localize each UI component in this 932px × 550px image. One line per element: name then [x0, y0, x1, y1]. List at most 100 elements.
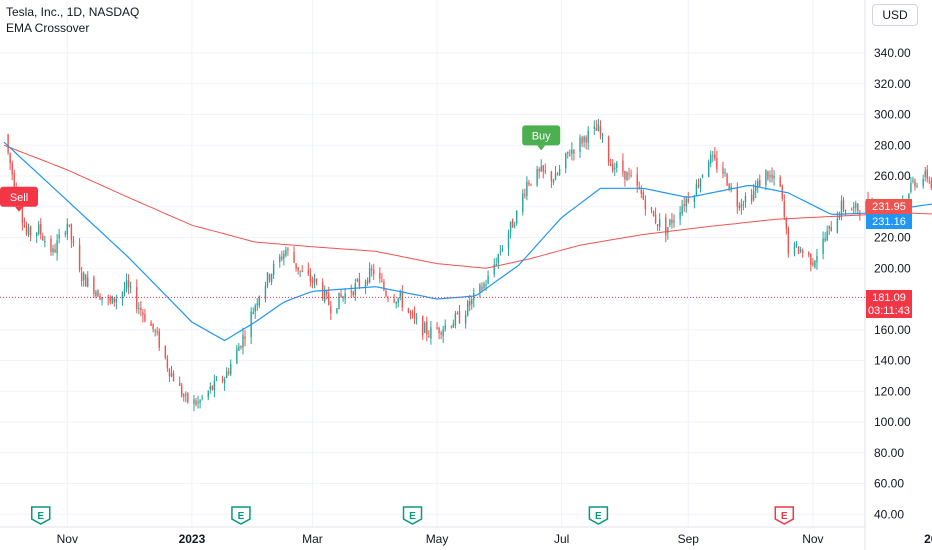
candle-body	[54, 249, 56, 253]
candle-body	[699, 179, 702, 189]
candle-body	[822, 238, 824, 254]
ema-slow-price-label: 231.95	[872, 201, 906, 213]
candle-body	[779, 177, 781, 187]
candle-body	[593, 126, 596, 129]
candle-body	[413, 313, 416, 319]
candle-body	[38, 224, 40, 234]
candle-body	[808, 252, 810, 255]
candle-body	[328, 293, 330, 305]
earnings-badge[interactable]: E	[774, 506, 795, 525]
earnings-label: E	[595, 511, 602, 522]
candle-body	[256, 303, 258, 306]
candle-body	[266, 272, 269, 286]
currency-button[interactable]: USD	[872, 4, 918, 26]
candle-body	[138, 307, 140, 309]
candle-body	[185, 394, 187, 396]
candle-body	[812, 262, 814, 266]
candle-body	[172, 373, 175, 382]
x-tick-label: Mar	[302, 532, 323, 546]
candle-body	[295, 263, 297, 269]
candle-body	[101, 296, 103, 300]
candle-body	[912, 180, 914, 182]
candle-body	[614, 168, 616, 170]
candle-body	[385, 290, 387, 297]
candle-body	[454, 313, 457, 326]
y-tick-label: 80.00	[874, 446, 904, 460]
candle-body	[299, 270, 301, 272]
candle-body	[381, 280, 383, 282]
candle-body	[828, 225, 830, 229]
candle-body	[379, 272, 381, 279]
candle-body	[442, 329, 444, 337]
candle-body	[740, 204, 743, 208]
candle-body	[397, 297, 399, 303]
candle-body	[771, 174, 773, 179]
candle-body	[258, 296, 261, 306]
candle-body	[550, 171, 553, 182]
candle-body	[752, 190, 755, 200]
candle-body	[469, 301, 471, 306]
earnings-badge[interactable]: E	[231, 506, 251, 525]
y-tick-label: 100.00	[874, 415, 911, 429]
candle-body	[344, 293, 346, 299]
candle-body	[199, 400, 201, 403]
candle-body	[211, 385, 214, 390]
candle-body	[759, 179, 761, 187]
candle-body	[342, 296, 344, 299]
candle-body	[424, 323, 426, 333]
candle-body	[213, 380, 216, 391]
candle-body	[411, 312, 414, 314]
candle-body	[844, 209, 847, 211]
candle-body	[227, 371, 230, 374]
signal-label: Buy	[532, 130, 551, 142]
candle-body	[544, 170, 546, 172]
earnings-badge[interactable]: E	[402, 506, 423, 525]
candle-body	[415, 318, 418, 320]
earnings-badge[interactable]: E	[31, 506, 51, 525]
candle-body	[209, 386, 212, 390]
candle-body	[697, 184, 700, 187]
earnings-label: E	[781, 511, 788, 522]
candle-body	[29, 226, 32, 236]
earnings-badge[interactable]: E	[588, 506, 609, 525]
y-tick-label: 40.00	[874, 507, 904, 521]
candle-body	[795, 244, 798, 246]
candle-body	[407, 308, 410, 313]
candle-body	[857, 203, 859, 212]
x-tick-label: Sep	[678, 532, 700, 546]
candle-body	[522, 193, 524, 212]
candle-body	[511, 219, 514, 228]
candle-body	[679, 212, 681, 220]
candle-body	[99, 296, 101, 300]
candle-body	[622, 160, 624, 173]
candle-body	[744, 196, 747, 203]
candle-body	[270, 274, 273, 282]
candle-body	[313, 278, 316, 284]
candle-body	[797, 246, 800, 254]
candle-body	[373, 269, 375, 275]
candle-body	[152, 323, 154, 330]
signal-markers: SellBuySell	[0, 125, 561, 212]
candle-body	[301, 270, 303, 272]
candle-body	[136, 286, 138, 310]
candle-body	[642, 192, 645, 200]
candle-body	[585, 137, 587, 143]
symbol-title: Tesla, Inc., 1D, NASDAQ	[6, 5, 140, 19]
candle-body	[80, 272, 83, 282]
candle-body	[395, 301, 397, 304]
time-axis: Nov2023MarMayJulSepNov2024Mar	[57, 532, 932, 546]
candle-body	[281, 256, 283, 260]
candle-body	[428, 336, 430, 338]
candle-body	[195, 400, 197, 406]
candle-body	[601, 134, 604, 136]
candle-body	[466, 301, 469, 316]
candle-body	[42, 236, 44, 241]
candle-body	[401, 292, 404, 308]
candle-body	[426, 321, 428, 335]
candle-body	[738, 205, 741, 208]
candle-body	[597, 123, 600, 131]
candle-body	[297, 267, 299, 271]
candle-body	[358, 278, 361, 287]
candle-body	[95, 291, 97, 297]
